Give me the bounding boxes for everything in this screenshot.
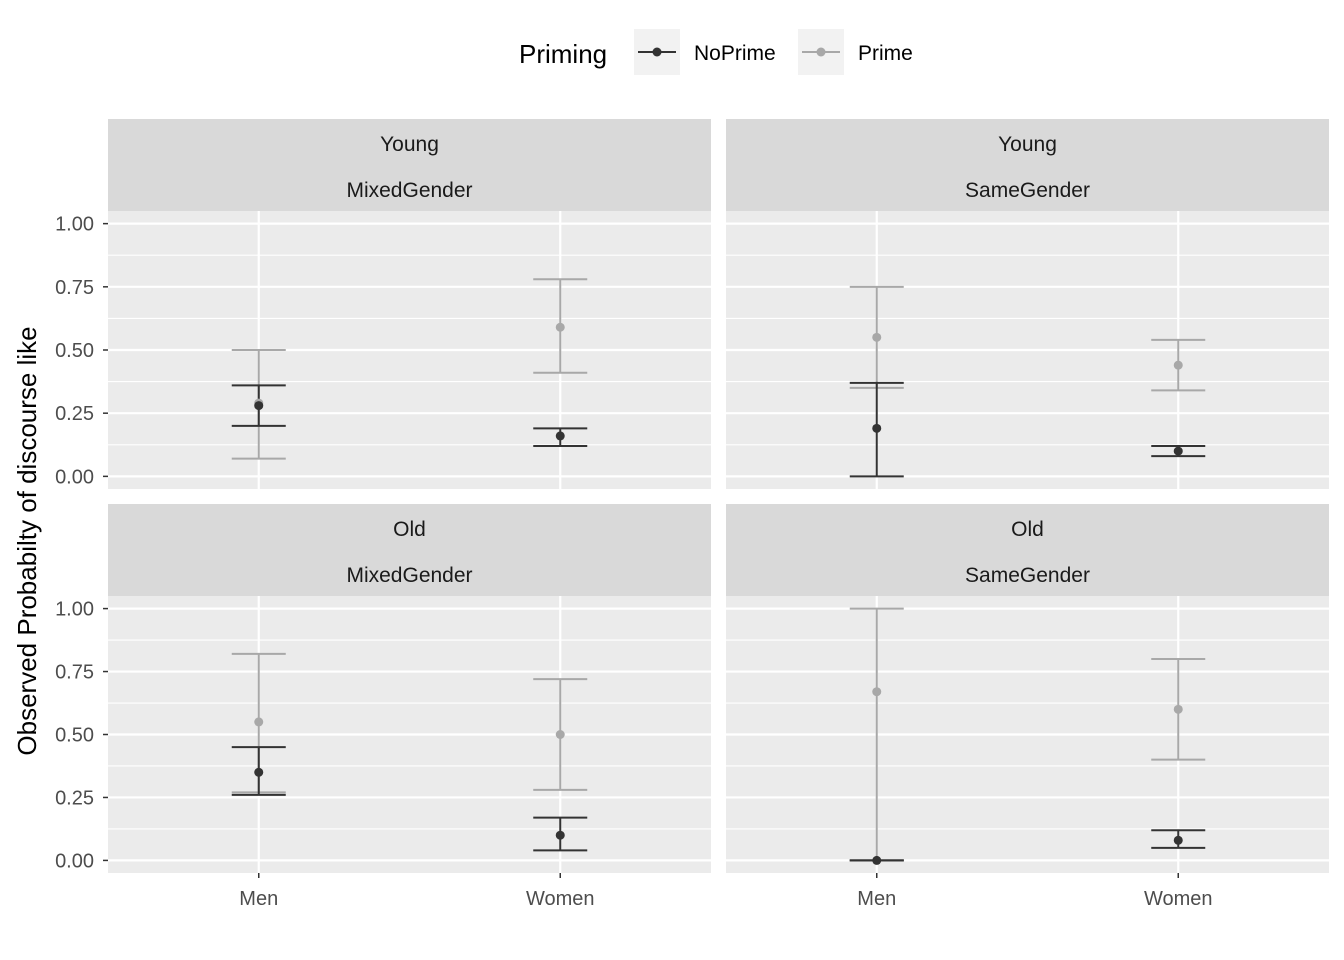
data-point (254, 767, 264, 777)
y-tick-label: 0.50 (55, 725, 94, 747)
facet-panel: Young MixedGender (108, 119, 711, 489)
data-point (872, 687, 882, 697)
strip-label-col: SameGender (965, 564, 1090, 587)
data-point (555, 322, 565, 332)
legend-key-point (652, 47, 662, 57)
y-tick-label: 0.50 (55, 340, 94, 362)
strip-label-row: Young (380, 133, 439, 156)
data-point (555, 431, 565, 441)
x-tick-label: Men (857, 888, 896, 910)
facet-panel: Old MixedGender (108, 504, 711, 873)
facet-panels: Young MixedGender Young SameGender Old MixedG… (108, 119, 1329, 873)
axes: 0.00 0.25 0.50 0.75 1.00 0.00 0.25 0.50 0.75 1.00… (55, 214, 1212, 910)
legend-label: NoPrime (694, 42, 776, 65)
x-tick-label: Men (239, 888, 278, 910)
data-point (872, 423, 882, 433)
y-tick-label: 1.00 (55, 599, 94, 621)
facet-panel: Young SameGender (726, 119, 1329, 489)
data-point (872, 332, 882, 342)
strip-label-row: Old (1011, 518, 1044, 541)
data-point (1173, 446, 1183, 456)
x-tick-label: Women (526, 888, 595, 910)
facet-panel: Old SameGender (726, 504, 1329, 873)
y-tick-label: 0.00 (55, 850, 94, 872)
facet-strip (108, 504, 711, 596)
y-tick-label: 0.00 (55, 466, 94, 488)
y-tick-label: 0.75 (55, 662, 94, 684)
legend-key-point (816, 47, 826, 57)
strip-label-row: Old (393, 518, 426, 541)
strip-label-row: Young (998, 133, 1057, 156)
y-tick-label: 0.75 (55, 277, 94, 299)
y-tick-label: 1.00 (55, 214, 94, 236)
data-point (1173, 360, 1183, 370)
strip-label-col: SameGender (965, 179, 1090, 202)
facet-strip (108, 119, 711, 211)
x-tick-label: Women (1144, 888, 1213, 910)
strip-label-col: MixedGender (346, 564, 472, 587)
facet-strip (726, 504, 1329, 596)
legend-title: Priming (519, 39, 607, 69)
data-point (254, 401, 264, 411)
data-point (254, 717, 264, 727)
y-tick-label: 0.25 (55, 787, 94, 809)
y-tick-label: 0.25 (55, 403, 94, 425)
legend: Priming NoPrime Prime (519, 29, 913, 75)
legend-label: Prime (858, 42, 913, 65)
data-point (555, 730, 565, 739)
legend-item: NoPrime (634, 29, 776, 75)
data-point (555, 830, 565, 840)
legend-item: Prime (798, 29, 913, 75)
strip-label-col: MixedGender (346, 179, 472, 202)
data-point (1173, 835, 1183, 845)
data-point (872, 855, 882, 865)
y-axis-title: Observed Probabilty of discourse like (12, 326, 42, 755)
facet-strip (726, 119, 1329, 211)
data-point (1173, 704, 1183, 714)
